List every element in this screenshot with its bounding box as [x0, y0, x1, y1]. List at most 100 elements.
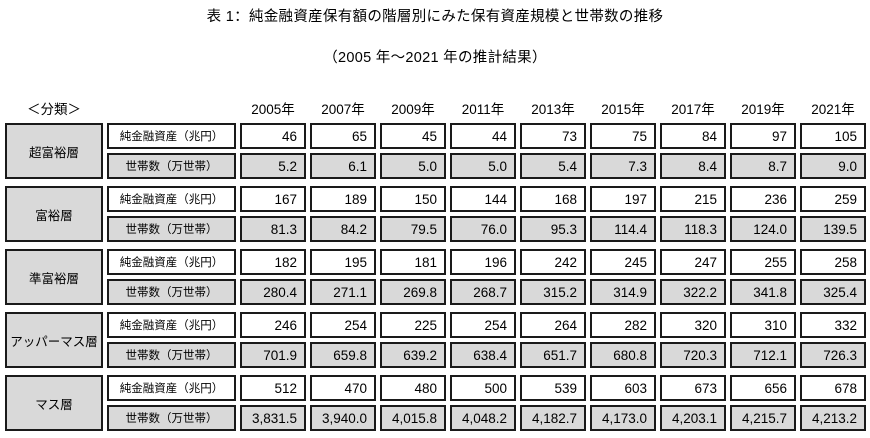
table-header-row: ＜分類＞ 2005年 2007年 2009年 2011年 2013年 2015年 2017年… — [5, 97, 870, 119]
assets-value-cell: 73 — [520, 123, 586, 149]
year-header: 2015年 — [601, 102, 645, 117]
metric-label-households: 世帯数（万世帯） — [107, 216, 236, 242]
assets-value-cell: 255 — [730, 249, 796, 275]
households-value-cell: 79.5 — [380, 216, 446, 242]
households-value-cell: 651.7 — [520, 342, 586, 368]
assets-value-cell: 195 — [310, 249, 376, 275]
assets-value-cell: 44 — [450, 123, 516, 149]
assets-value-cell: 320 — [660, 312, 726, 338]
year-header: 2007年 — [321, 102, 365, 117]
households-value-cell: 4,015.8 — [380, 405, 446, 431]
assets-value-cell: 242 — [520, 249, 586, 275]
households-value-cell: 9.0 — [800, 153, 866, 179]
assets-value-cell: 470 — [310, 375, 376, 401]
households-value-cell: 341.8 — [730, 279, 796, 305]
tier-group: マス層 純金融資産（兆円） 512 470 480 500 539 603 673 656 678 世… — [5, 375, 870, 431]
households-value-cell: 3,831.5 — [240, 405, 306, 431]
tier-group: 準富裕層 純金融資産（兆円） 182 195 181 196 242 245 247 255 258… — [5, 249, 870, 305]
assets-value-cell: 84 — [660, 123, 726, 149]
households-value-cell: 269.8 — [380, 279, 446, 305]
assets-value-cell: 182 — [240, 249, 306, 275]
tier-name-cell: 超富裕層 — [5, 123, 103, 179]
households-value-cell: 271.1 — [310, 279, 376, 305]
year-header: 2005年 — [251, 102, 295, 117]
tier-name-cell: 準富裕層 — [5, 249, 103, 305]
year-header: 2009年 — [391, 102, 435, 117]
households-value-cell: 5.0 — [380, 153, 446, 179]
households-value-cell: 139.5 — [800, 216, 866, 242]
households-value-cell: 84.2 — [310, 216, 376, 242]
assets-value-cell: 196 — [450, 249, 516, 275]
households-value-cell: 5.0 — [450, 153, 516, 179]
year-header: 2011年 — [461, 102, 505, 117]
assets-value-cell: 144 — [450, 186, 516, 212]
assets-value-cell: 603 — [590, 375, 656, 401]
households-value-cell: 680.8 — [590, 342, 656, 368]
metric-label-households: 世帯数（万世帯） — [107, 342, 236, 368]
assets-value-cell: 167 — [240, 186, 306, 212]
assets-value-cell: 512 — [240, 375, 306, 401]
year-header: 2017年 — [671, 102, 715, 117]
households-value-cell: 95.3 — [520, 216, 586, 242]
year-header: 2021年 — [811, 102, 855, 117]
classification-header: ＜分類＞ — [27, 102, 81, 117]
households-value-cell: 124.0 — [730, 216, 796, 242]
metric-label-assets: 純金融資産（兆円） — [107, 312, 236, 338]
assets-value-cell: 65 — [310, 123, 376, 149]
assets-value-cell: 656 — [730, 375, 796, 401]
data-table: ＜分類＞ 2005年 2007年 2009年 2011年 2013年 2015年 2017年… — [5, 97, 870, 431]
households-value-cell: 118.3 — [660, 216, 726, 242]
tier-groups: 超富裕層 純金融資産（兆円） 46 65 45 44 73 75 84 97 105 世帯数（万世帯）… — [5, 123, 870, 431]
households-value-cell: 81.3 — [240, 216, 306, 242]
assets-value-cell: 246 — [240, 312, 306, 338]
assets-value-cell: 480 — [380, 375, 446, 401]
households-value-cell: 8.4 — [660, 153, 726, 179]
households-value-cell: 268.7 — [450, 279, 516, 305]
households-value-cell: 5.4 — [520, 153, 586, 179]
households-value-cell: 5.2 — [240, 153, 306, 179]
assets-value-cell: 282 — [590, 312, 656, 338]
households-value-cell: 4,182.7 — [520, 405, 586, 431]
assets-value-cell: 45 — [380, 123, 446, 149]
assets-value-cell: 254 — [450, 312, 516, 338]
assets-value-cell: 215 — [660, 186, 726, 212]
metric-label-assets: 純金融資産（兆円） — [107, 186, 236, 212]
households-value-cell: 712.1 — [730, 342, 796, 368]
households-value-cell: 4,048.2 — [450, 405, 516, 431]
assets-value-cell: 189 — [310, 186, 376, 212]
households-value-cell: 325.4 — [800, 279, 866, 305]
assets-value-cell: 678 — [800, 375, 866, 401]
assets-value-cell: 673 — [660, 375, 726, 401]
assets-value-cell: 247 — [660, 249, 726, 275]
assets-value-cell: 258 — [800, 249, 866, 275]
households-value-cell: 76.0 — [450, 216, 516, 242]
metric-label-assets: 純金融資産（兆円） — [107, 123, 236, 149]
metric-label-households: 世帯数（万世帯） — [107, 405, 236, 431]
metric-label-assets: 純金融資産（兆円） — [107, 249, 236, 275]
households-value-cell: 4,203.1 — [660, 405, 726, 431]
table-subtitle: （2005 年～2021 年の推計結果） — [323, 50, 547, 66]
assets-value-cell: 150 — [380, 186, 446, 212]
metric-label-households: 世帯数（万世帯） — [107, 279, 236, 305]
households-value-cell: 639.2 — [380, 342, 446, 368]
assets-value-cell: 259 — [800, 186, 866, 212]
assets-value-cell: 500 — [450, 375, 516, 401]
assets-value-cell: 264 — [520, 312, 586, 338]
households-value-cell: 659.8 — [310, 342, 376, 368]
assets-value-cell: 332 — [800, 312, 866, 338]
households-value-cell: 314.9 — [590, 279, 656, 305]
households-value-cell: 8.7 — [730, 153, 796, 179]
assets-value-cell: 539 — [520, 375, 586, 401]
households-value-cell: 4,215.7 — [730, 405, 796, 431]
assets-value-cell: 197 — [590, 186, 656, 212]
assets-value-cell: 75 — [590, 123, 656, 149]
households-value-cell: 7.3 — [590, 153, 656, 179]
households-value-cell: 701.9 — [240, 342, 306, 368]
households-value-cell: 720.3 — [660, 342, 726, 368]
metric-label-households: 世帯数（万世帯） — [107, 153, 236, 179]
households-value-cell: 638.4 — [450, 342, 516, 368]
households-value-cell: 4,213.2 — [800, 405, 866, 431]
tier-group: 富裕層 純金融資産（兆円） 167 189 150 144 168 197 215 236 259 世… — [5, 186, 870, 242]
assets-value-cell: 225 — [380, 312, 446, 338]
